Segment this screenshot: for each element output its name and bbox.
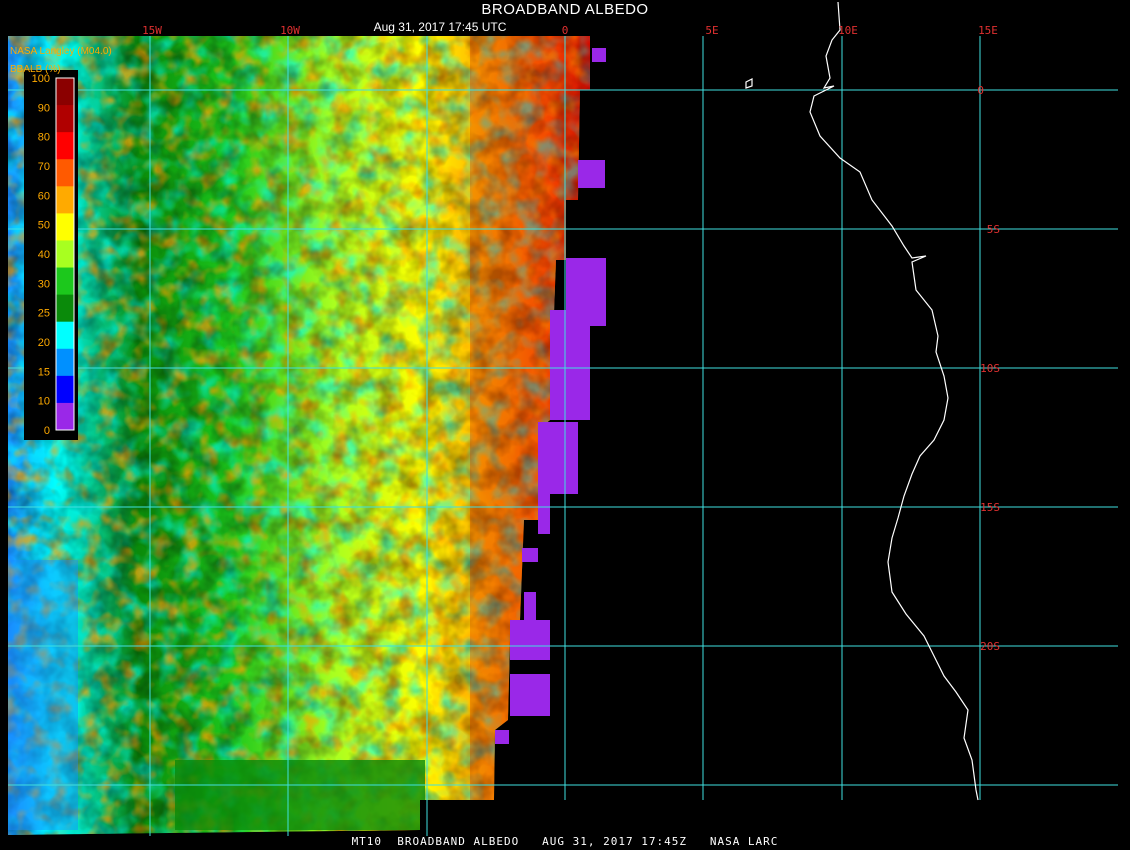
low-albedo-blocks xyxy=(495,48,606,744)
lat-label: 15S xyxy=(980,501,1000,514)
lat-label: 0 xyxy=(977,84,984,97)
org-label: NASA Langley (M04.0) xyxy=(10,46,112,57)
page-title: BROADBAND ALBEDO xyxy=(481,1,649,18)
legend-tick-label: 15 xyxy=(38,366,50,378)
lon-label: 10E xyxy=(838,24,858,37)
legend-tick-label: 70 xyxy=(38,161,50,173)
lat-labels: 0 5S 10S 15S 20S xyxy=(977,84,1000,653)
legend-swatch xyxy=(56,375,74,404)
legend-title: BBALB (%) xyxy=(10,64,61,75)
legend-tick-label: 30 xyxy=(38,278,50,290)
legend-tick-label: 90 xyxy=(38,102,50,114)
legend-outline xyxy=(55,77,75,431)
legend-swatch xyxy=(56,294,74,323)
lon-label: 0 xyxy=(562,24,569,37)
legend-tick-label: 100 xyxy=(32,73,50,85)
lat-label: 10S xyxy=(980,362,1000,375)
lon-label: 15E xyxy=(978,24,998,37)
legend-tick-label: 0 xyxy=(44,425,50,437)
legend-swatch xyxy=(56,402,74,431)
legend-swatch xyxy=(56,186,74,214)
lon-label: 5E xyxy=(705,24,718,37)
legend-swatch xyxy=(56,78,74,106)
legend-tick-label: 25 xyxy=(38,308,50,320)
timestamp: Aug 31, 2017 17:45 UTC xyxy=(373,20,507,34)
legend-swatch xyxy=(56,240,74,269)
legend-tick-label: 20 xyxy=(38,337,50,349)
lat-label: 5S xyxy=(987,223,1000,236)
legend-swatch xyxy=(56,213,74,241)
legend-swatch xyxy=(56,321,74,350)
footer-caption: MT10 BROADBAND ALBEDO AUG 31, 2017 17:45… xyxy=(351,835,779,848)
lat-label: 20S xyxy=(980,640,1000,653)
lon-label: 10W xyxy=(280,24,300,37)
legend-tick-label: 60 xyxy=(38,190,50,202)
legend-swatch xyxy=(56,132,74,160)
graticule xyxy=(8,36,1118,836)
legend-tick-label: 40 xyxy=(38,249,50,261)
legend-tick-label: 10 xyxy=(38,396,50,408)
legend-swatch xyxy=(56,159,74,187)
lon-label: 15W xyxy=(142,24,162,37)
legend-swatch xyxy=(56,348,74,377)
color-legend: NASA Langley (M04.0) BBALB (%) 100908070… xyxy=(10,46,112,440)
legend-tick-label: 50 xyxy=(38,220,50,232)
legend-swatch xyxy=(56,105,74,133)
legend-tick-label: 80 xyxy=(38,132,50,144)
lon-labels: 15W 10W 0 5E 10E 15E xyxy=(142,24,998,37)
coastline xyxy=(745,1,979,801)
legend-swatch xyxy=(56,267,74,296)
